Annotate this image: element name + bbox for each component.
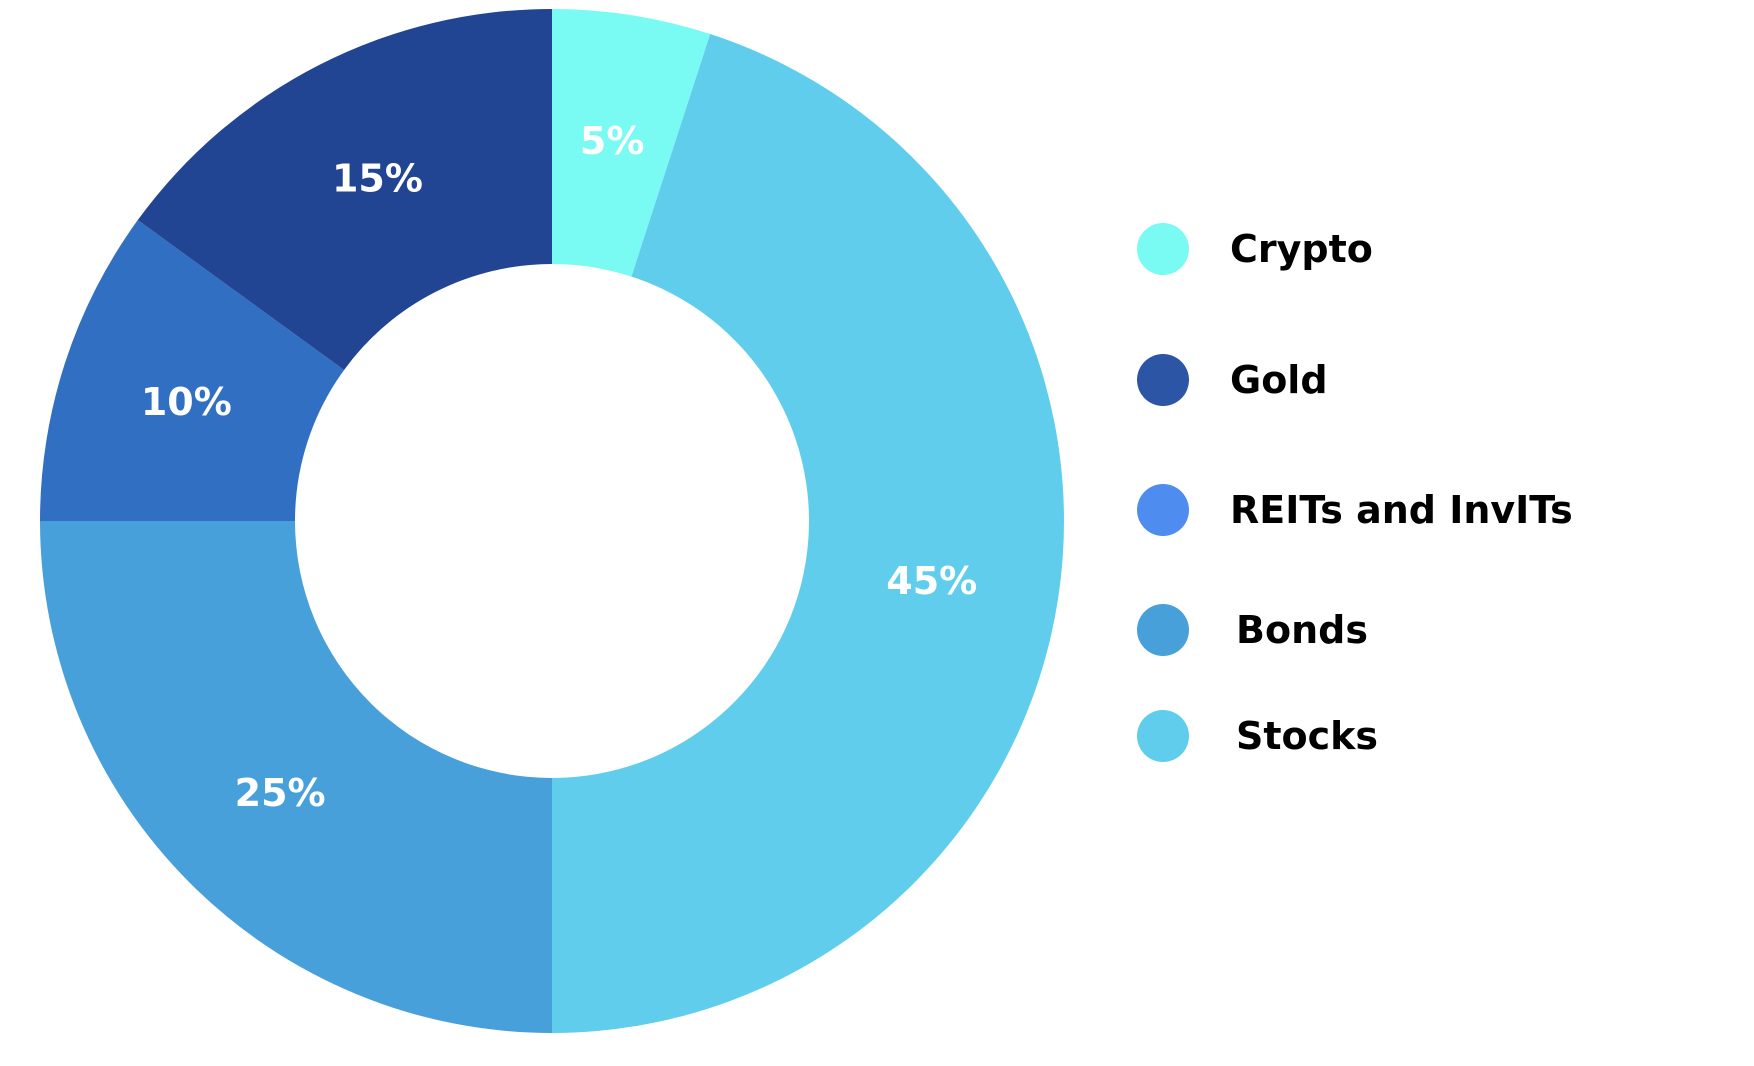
legend-label-gold: Gold	[1230, 358, 1328, 402]
slice-label-crypto: 5%	[580, 119, 645, 163]
legend-swatch-bonds	[1137, 604, 1189, 656]
legend-label-bonds: Bonds	[1236, 608, 1368, 652]
donut-slice-labels: 5% 45% 25% 10% 15%	[141, 119, 977, 815]
slice-bonds	[40, 521, 552, 1033]
slice-label-gold: 15%	[332, 156, 423, 200]
slice-reits-and-invits	[40, 220, 345, 521]
slice-stocks	[552, 34, 1064, 1033]
slice-gold	[137, 9, 552, 370]
chart-legend: Crypto Gold REITs and InvITs Bonds Stocks	[1137, 223, 1573, 762]
legend-swatch-gold	[1137, 354, 1189, 406]
legend-swatch-reits-and-invits	[1137, 484, 1189, 536]
slice-label-bonds: 25%	[235, 771, 326, 815]
slice-crypto	[552, 9, 711, 277]
legend-label-stocks: Stocks	[1236, 714, 1378, 758]
legend-swatch-crypto	[1137, 223, 1189, 275]
legend-label-reits-and-invits: REITs and InvITs	[1230, 488, 1573, 532]
slice-label-reits-and-invits: 10%	[141, 380, 232, 424]
slice-label-stocks: 45%	[886, 559, 977, 603]
legend-label-crypto: Crypto	[1230, 227, 1373, 271]
donut-slices	[40, 9, 1064, 1033]
legend-swatch-stocks	[1137, 710, 1189, 762]
